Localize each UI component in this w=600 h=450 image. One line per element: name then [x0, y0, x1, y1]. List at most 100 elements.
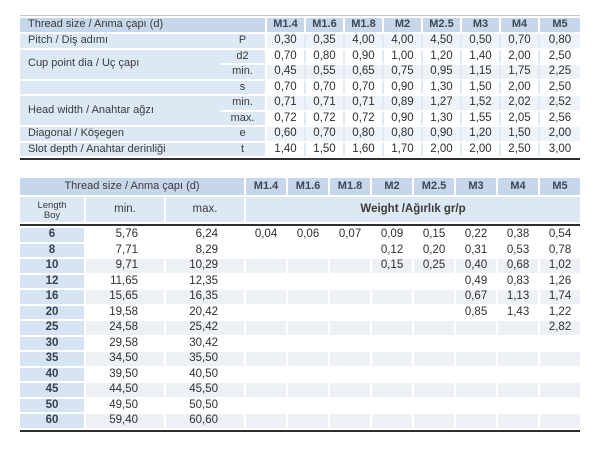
dimension-value-cell: 1,70	[382, 142, 421, 156]
weight-cell	[244, 274, 287, 288]
length-weight-table: Thread size / Anma çapı (d) M1.4 M1.6 M1.8…	[20, 176, 581, 430]
weight-cell	[370, 367, 413, 381]
weight-cell	[496, 352, 539, 366]
weight-cell	[286, 305, 329, 319]
weight-cell	[538, 414, 581, 428]
dimension-value-cell: 0,35	[304, 34, 343, 48]
max-cell: 60,60	[164, 414, 245, 428]
weight-cell: 0,40	[454, 259, 497, 273]
length-column-header: Length Boy	[20, 197, 84, 222]
thread-size-header: Thread size / Anma çapı (d)	[20, 18, 265, 32]
size-header-cell: M4	[496, 178, 539, 195]
weight-cell	[244, 398, 287, 412]
length-row: 8 7,71 8,29 0,12 0,20 0,31 0,53 0,78	[20, 243, 581, 257]
weight-cell	[286, 398, 329, 412]
dimension-value-cell: 0,70	[265, 49, 304, 63]
weight-cell	[412, 305, 455, 319]
dimension-value-cell: 0,72	[343, 111, 382, 125]
length-cell: 50	[20, 398, 84, 412]
weight-cell	[244, 259, 287, 273]
length-row: 20 19,58 20,42 0,85 1,43 1,22	[20, 305, 581, 319]
weight-cell	[328, 274, 371, 288]
weight-cell	[328, 383, 371, 397]
weight-cell	[412, 352, 455, 366]
weight-cell: 1,13	[496, 290, 539, 304]
length-row: 16 15,65 16,35 0,67 1,13 1,74	[20, 290, 581, 304]
weight-cell: 0,09	[370, 228, 413, 242]
table2-bottom-rule	[20, 429, 580, 432]
weight-cell: 0,04	[244, 228, 287, 242]
length-cell: 12	[20, 274, 84, 288]
dimension-value-cell: 2,00	[538, 127, 580, 141]
row-symbol: t	[220, 142, 265, 156]
weight-cell: 0,15	[412, 228, 455, 242]
dimension-table-header-row: Thread size / Anma çapı (d) M1.4 M1.6 M1.8…	[20, 18, 580, 32]
dimension-value-cell: 0,90	[421, 127, 460, 141]
min-cell: 9,71	[84, 259, 164, 273]
length-cell: 40	[20, 367, 84, 381]
weight-cell: 1,22	[538, 305, 581, 319]
row-symbol: e	[220, 127, 265, 141]
weight-cell: 0,85	[454, 305, 497, 319]
dimension-value-cell: 1,52	[460, 96, 499, 110]
weight-cell	[496, 321, 539, 335]
weight-cell	[496, 336, 539, 350]
weight-cell: 0,31	[454, 243, 497, 257]
weight-cell	[412, 290, 455, 304]
row-symbol: min.	[220, 65, 265, 79]
dimension-row: Cup point dia / Uç çapı d2 0,70 0,80 0,90 1,0…	[20, 49, 580, 79]
weight-cell	[412, 367, 455, 381]
dimension-value-cell: 0,50	[460, 34, 499, 48]
dimension-value-cell: 0,75	[382, 65, 421, 79]
row-label	[20, 80, 220, 94]
table1-bottom-rule	[20, 158, 580, 160]
weight-cell	[286, 321, 329, 335]
dimension-value-cell: 2,00	[460, 142, 499, 156]
weight-cell	[454, 383, 497, 397]
dimension-value-cell: 4,50	[421, 34, 460, 48]
min-cell: 24,58	[84, 321, 164, 335]
size-header-cell: M1.6	[286, 178, 329, 195]
dimension-value-cell: 1,50	[304, 142, 343, 156]
weight-cell	[328, 414, 371, 428]
size-header-cell: M1.4	[265, 18, 304, 32]
dimension-value-cell: 2,50	[538, 80, 580, 94]
weight-cell: 0,68	[496, 259, 539, 273]
weight-cell	[328, 305, 371, 319]
weight-cell	[370, 414, 413, 428]
length-row: 12 11,65 12,35 0,49 0,83 1,26	[20, 274, 581, 288]
weight-cell	[244, 305, 287, 319]
weight-cell	[328, 321, 371, 335]
dimension-value-cell: 0,80	[304, 49, 343, 63]
length-cell: 25	[20, 321, 84, 335]
dimension-row: Pitch / Diş adımı P 0,30 0,35 4,00 4,00 4,50 0,…	[20, 34, 580, 48]
weight-cell	[454, 321, 497, 335]
weight-cell: 1,43	[496, 305, 539, 319]
dimension-value-cell: 1,40	[460, 49, 499, 63]
length-row: 45 44,50 45,50	[20, 383, 581, 397]
dimension-value-cell: 0,80	[343, 127, 382, 141]
weight-cell: 0,06	[286, 228, 329, 242]
length-cell: 8	[20, 243, 84, 257]
weight-cell: 0,12	[370, 243, 413, 257]
dimension-value-cell: 0,80	[382, 127, 421, 141]
size-header-cell: M2.5	[421, 18, 460, 32]
size-header-cell: M2	[382, 18, 421, 32]
length-cell: 45	[20, 383, 84, 397]
weight-cell	[286, 383, 329, 397]
max-column-header: max.	[164, 197, 245, 222]
dimension-row: Diagonal / Köşegen e 0,60 0,70 0,80 0,80 0,90 1…	[20, 127, 580, 141]
dimension-row: Head width / Anahtar ağzı min. 0,71 0,71 0,7…	[20, 96, 580, 125]
length-weight-table-section: Thread size / Anma çapı (d) M1.4 M1.6 M1.8…	[20, 176, 581, 432]
max-cell: 12,35	[164, 274, 245, 288]
row-label: Head width / Anahtar ağzı	[20, 96, 220, 125]
weight-cell	[328, 398, 371, 412]
weight-cell	[412, 383, 455, 397]
weight-cell	[286, 243, 329, 257]
dimension-value-cell: 0,71	[343, 96, 382, 110]
length-cell: 6	[20, 228, 84, 242]
weight-cell	[496, 367, 539, 381]
size-header-cell: M1.4	[244, 178, 287, 195]
weight-cell	[328, 352, 371, 366]
